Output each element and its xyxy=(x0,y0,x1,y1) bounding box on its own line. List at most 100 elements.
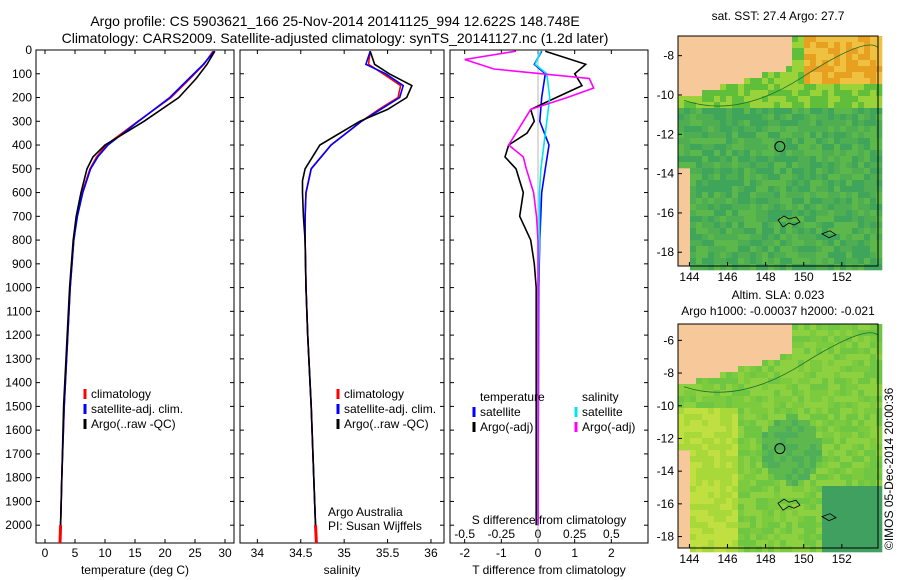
sea-cell xyxy=(720,168,727,175)
sea-cell xyxy=(840,192,847,199)
sea-cell xyxy=(792,144,799,151)
sea-cell xyxy=(804,390,811,397)
sea-cell xyxy=(876,180,883,187)
sea-cell xyxy=(828,120,835,127)
sea-cell xyxy=(714,468,721,475)
sea-cell xyxy=(756,126,763,133)
sea-cell xyxy=(720,480,727,487)
sea-cell xyxy=(798,522,805,529)
sea-cell xyxy=(702,186,709,193)
sea-cell xyxy=(696,516,703,523)
sea-cell xyxy=(690,414,697,421)
sea-cell xyxy=(840,402,847,409)
sea-cell xyxy=(858,120,865,127)
sea-cell xyxy=(780,480,787,487)
sea-cell xyxy=(738,384,745,391)
sea-cell xyxy=(702,132,709,139)
sea-cell xyxy=(720,132,727,139)
sea-cell xyxy=(804,360,811,367)
sea-cell xyxy=(780,126,787,133)
sea-cell xyxy=(846,534,853,541)
sea-cell xyxy=(750,228,757,235)
annotation: PI: Susan Wijffels xyxy=(328,519,422,533)
sea-cell xyxy=(876,60,883,67)
sea-cell xyxy=(798,360,805,367)
sea-cell xyxy=(786,462,793,469)
sea-cell xyxy=(834,228,841,235)
sea-cell xyxy=(828,36,835,43)
sea-cell xyxy=(714,264,721,271)
sea-cell xyxy=(858,540,865,547)
sea-cell xyxy=(816,192,823,199)
sea-cell xyxy=(762,102,769,109)
sea-cell xyxy=(780,360,787,367)
sea-cell xyxy=(822,360,829,367)
sea-cell xyxy=(870,120,877,127)
sea-cell xyxy=(774,438,781,445)
sea-cell xyxy=(708,456,715,463)
legend-label: satellite-adj. clim. xyxy=(91,402,183,416)
sea-cell xyxy=(786,186,793,193)
sea-cell xyxy=(756,180,763,187)
sea-cell xyxy=(786,120,793,127)
sea-cell xyxy=(690,444,697,451)
depth-tick-label: 700 xyxy=(12,209,32,223)
sea-cell xyxy=(852,54,859,61)
legend-label: satellite xyxy=(480,405,521,419)
sea-cell xyxy=(864,324,871,331)
sea-cell xyxy=(696,126,703,133)
sea-cell xyxy=(822,468,829,475)
sea-cell xyxy=(780,426,787,433)
sea-cell xyxy=(834,60,841,67)
sea-cell xyxy=(738,492,745,499)
sea-cell xyxy=(828,348,835,355)
sea-cell xyxy=(822,522,829,529)
sea-cell xyxy=(876,108,883,115)
sea-cell xyxy=(798,348,805,355)
sea-cell xyxy=(762,402,769,409)
sea-cell xyxy=(834,90,841,97)
sea-cell xyxy=(762,426,769,433)
sea-cell xyxy=(708,240,715,247)
sea-cell xyxy=(702,450,709,457)
sea-cell xyxy=(846,168,853,175)
sea-cell xyxy=(798,222,805,229)
sea-cell xyxy=(696,132,703,139)
sea-cell xyxy=(732,450,739,457)
sea-cell xyxy=(798,330,805,337)
sea-cell xyxy=(816,426,823,433)
sea-cell xyxy=(744,168,751,175)
lat-tick-label: -12 xyxy=(657,431,675,445)
sea-cell xyxy=(690,384,697,391)
sea-cell xyxy=(780,354,787,361)
sea-cell xyxy=(702,162,709,169)
sea-cell xyxy=(720,126,727,133)
sea-cell xyxy=(816,72,823,79)
sea-cell xyxy=(750,186,757,193)
sea-cell xyxy=(744,156,751,163)
sea-cell xyxy=(870,450,877,457)
sea-cell xyxy=(828,456,835,463)
sea-cell xyxy=(828,90,835,97)
sea-cell xyxy=(810,246,817,253)
sea-cell xyxy=(852,144,859,151)
sea-cell xyxy=(714,420,721,427)
sea-cell xyxy=(822,42,829,49)
temperature-panel: 0100200300400500600700800900100011001200… xyxy=(5,43,235,577)
sea-cell xyxy=(804,402,811,409)
sea-cell xyxy=(852,168,859,175)
sea-cell xyxy=(768,252,775,259)
sea-cell xyxy=(780,192,787,199)
sea-cell xyxy=(858,366,865,373)
sea-cell xyxy=(864,468,871,475)
sea-cell xyxy=(792,150,799,157)
sea-cell xyxy=(726,150,733,157)
sea-cell xyxy=(870,66,877,73)
sea-cell xyxy=(816,240,823,247)
sea-cell xyxy=(720,498,727,505)
sea-cell xyxy=(732,180,739,187)
sea-cell xyxy=(822,234,829,241)
sea-cell xyxy=(792,78,799,85)
sea-cell xyxy=(702,114,709,121)
sea-cell xyxy=(858,78,865,85)
